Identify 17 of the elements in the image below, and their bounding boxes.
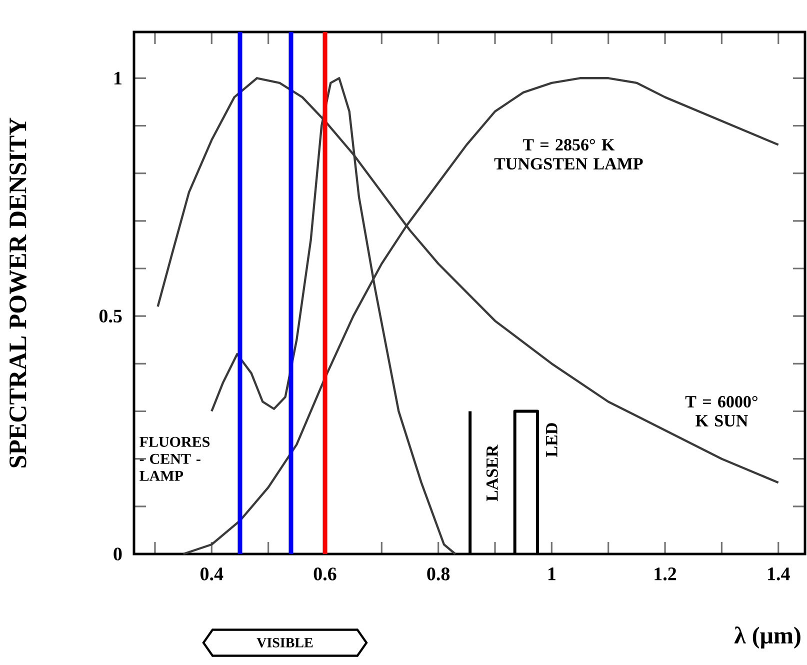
x-tick-label: 0.8 xyxy=(427,568,450,580)
text: VISIBLE xyxy=(256,638,313,648)
x-tick-label: 1.2 xyxy=(654,568,676,580)
series-label: T = 2856° K TUNGSTEN LAMP xyxy=(494,139,643,170)
x-tick-label: 1.4 xyxy=(768,568,790,580)
x-tick-label: 1 xyxy=(548,568,556,580)
x-tick-label: 0.6 xyxy=(314,568,336,580)
text: LASER xyxy=(486,444,498,502)
y-tick-label: 0.5 xyxy=(99,310,122,323)
y-tick-label: 0 xyxy=(114,548,122,560)
text: LED xyxy=(546,423,558,457)
y-tick-label: 1 xyxy=(114,72,122,84)
x-axis-title: λ (μm) xyxy=(734,626,800,649)
x-tick-label: 0.4 xyxy=(200,568,224,580)
series-label: T = 6000° K SUN xyxy=(685,396,758,426)
y-axis-title: SPECTRAL POWER DENSITY xyxy=(10,118,26,468)
series-label: FLUORES - CENT - LAMP xyxy=(140,436,210,481)
